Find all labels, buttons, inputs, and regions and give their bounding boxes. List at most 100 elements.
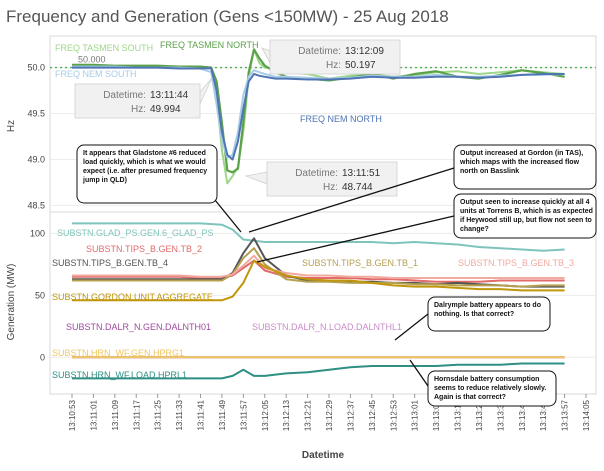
series-label-dalr-load: SUBSTN.DALR_N.LOAD.DALNTHL1 xyxy=(252,322,402,332)
series-line-freq-tas-north xyxy=(72,48,565,174)
x-axis-title: Datetime xyxy=(302,450,345,461)
series-label-gordon: SUBSTN.GORDON.UNIT.AGGREGATE xyxy=(52,292,213,302)
tooltip-hz-value: 50.197 xyxy=(345,60,376,71)
tooltip-hz-value: 48.744 xyxy=(342,182,373,193)
callout-leader-line xyxy=(394,313,429,341)
callout-box xyxy=(427,370,557,407)
callout-box xyxy=(427,296,551,332)
series-lines-layer xyxy=(72,48,565,380)
callout-leader-line xyxy=(409,359,429,387)
x-tick-label: 13:11:57 xyxy=(239,399,248,430)
tooltip-box xyxy=(74,83,201,119)
callout-box xyxy=(76,144,218,204)
chart-title: Frequency and Generation (Gens <150MW) -… xyxy=(6,7,449,26)
callout-text-line: jump in QLD) xyxy=(82,177,127,184)
x-tick-label: 13:12:05 xyxy=(261,399,270,431)
callout-text-line: expect (i.e. after presumed frequency xyxy=(83,168,207,175)
x-tick-label: 13:12:13 xyxy=(282,399,291,431)
series-label-dalr-gen: SUBSTN.DALR_N.GEN.DALNTH01 xyxy=(66,322,211,332)
x-tick-label: 13:11:01 xyxy=(89,399,98,430)
tooltip-hz-value: 49.994 xyxy=(150,104,181,115)
x-tick-label: 13:12:53 xyxy=(389,399,398,431)
callout-leader-line xyxy=(256,215,455,263)
tooltip-pointer xyxy=(261,47,271,64)
series-line-hrn-load xyxy=(72,362,565,380)
tooltip-pointer xyxy=(244,171,268,185)
callout-box xyxy=(453,193,597,239)
callout-text-line: Output increased at Gordon (in TAS), xyxy=(460,150,583,157)
series-label-freq-nem-south: FREQ NEM SOUTH xyxy=(55,69,137,79)
y-tick-label: 100 xyxy=(30,228,45,238)
generation-panel-frame xyxy=(49,211,597,395)
y-tick-label: 50 xyxy=(35,290,45,300)
series-line-tips-b3 xyxy=(72,254,565,279)
gen-y-axis-title: Generation (MW) xyxy=(6,264,17,341)
callout-3: Output seen to increase quickly at all 4… xyxy=(453,193,597,239)
x-tick-label: 13:10:53 xyxy=(68,399,77,431)
x-tick-label: 13:14:05 xyxy=(582,399,591,431)
x-tick-label: 13:13:57 xyxy=(561,399,570,431)
x-tick-label: 13:13:25 xyxy=(475,399,484,431)
series-label-freq-tas-north: FREQ TASMEN NORTH xyxy=(160,40,259,50)
x-tick-label: 13:12:45 xyxy=(368,399,377,431)
x-tick-label: 13:11:33 xyxy=(175,399,184,430)
tooltip-hz-label: Hz: xyxy=(131,104,146,115)
tooltip-box xyxy=(266,161,398,197)
series-label-hrn-gen: SUBSTN.HRN_WF.GEN.HPRG1 xyxy=(52,348,184,358)
series-line-tips-b1 xyxy=(72,247,565,288)
callout-5: Hornsdale battery consumption seems to re… xyxy=(427,370,557,407)
callout-text: Output increased at Gordon (in TAS), whic… xyxy=(459,150,583,175)
x-tick-label: 13:12:37 xyxy=(346,399,355,431)
callout-text-line: Again is that correct? xyxy=(434,394,506,401)
series-label-glad: SUBSTN.GLAD_PS.GEN.6_GLAD_PS xyxy=(57,228,214,238)
tooltip-hz-label: Hz: xyxy=(326,60,341,71)
callout-text-line: units at Torrens B, which is as expected xyxy=(460,208,593,215)
callout-text-line: Dalrymple battery appears to do xyxy=(434,302,541,309)
callout-leaders-layer xyxy=(214,167,455,387)
callout-text: Hornsdale battery consumption seems to re… xyxy=(434,376,546,401)
tooltip-hz-label: Hz: xyxy=(323,182,338,193)
series-line-freq-nem-north xyxy=(72,66,565,161)
x-tick-label: 13:13:33 xyxy=(496,399,505,431)
callout-text-line: nothing. Is that correct? xyxy=(434,311,514,318)
x-tick-label: 13:11:49 xyxy=(218,399,227,430)
callout-2: Output increased at Gordon (in TAS), whic… xyxy=(453,144,597,190)
callout-text-line: load quickly, which is what we would xyxy=(83,159,206,166)
series-label-freq-tas-south: FREQ TASMEN SOUTH xyxy=(55,43,153,53)
callout-text: Output seen to increase quickly at all 4… xyxy=(460,199,593,233)
series-label-tips-b4: SUBSTN.TIPS_B.GEN.TB_4 xyxy=(52,258,168,268)
x-tick-label: 13:13:01 xyxy=(411,399,420,431)
series-label-hrn-load: SUBSTN.HRN_WF.LOAD.HPRL1 xyxy=(52,370,187,380)
freq-y-axis-title: Hz xyxy=(6,120,17,132)
callouts-layer: It appears that Gladstone #6 reduced load… xyxy=(76,144,597,407)
tooltip-datetime-label: Datetime: xyxy=(103,90,146,101)
series-line-glad xyxy=(72,222,565,252)
tooltip-datetime-value: 13:11:51 xyxy=(342,168,381,179)
series-labels-layer: FREQ TASMEN SOUTH FREQ TASMEN NORTH FREQ N… xyxy=(52,40,574,380)
tooltip-datetime-label: Datetime: xyxy=(295,168,338,179)
callout-4: Dalrymple battery appears to do nothing. … xyxy=(427,296,551,332)
y-tick-label: 48.5 xyxy=(27,200,45,210)
tooltip-2: Datetime: 13:11:44 Hz: 49.994 xyxy=(74,77,213,119)
tooltip-datetime-value: 13:12:09 xyxy=(345,46,384,57)
tooltips-layer: Datetime: 13:12:09 Hz: 50.197 Datetime: 13:11… xyxy=(74,39,401,197)
callout-1: It appears that Gladstone #6 reduced load… xyxy=(76,144,218,204)
x-tick-label: 13:11:09 xyxy=(111,399,120,430)
series-label-tips-b1: SUBSTN.TIPS_B.GEN.TB_1 xyxy=(302,258,418,268)
tooltip-datetime-value: 13:11:44 xyxy=(150,90,189,101)
callout-text: Dalrymple battery appears to do nothing. … xyxy=(434,302,541,318)
callout-leader-line xyxy=(248,167,455,233)
callout-text-line: Output seen to increase quickly at all 4 xyxy=(460,199,590,206)
y-tick-label: 0 xyxy=(40,352,45,362)
x-tick-label: 13:11:25 xyxy=(154,399,163,430)
x-tick-label: 13:13:09 xyxy=(432,399,441,431)
axis-ticks-layer: 13:10:53 13:11:01 13:11:09 13:11:17 13:11:25… xyxy=(27,63,591,432)
tooltip-pointer xyxy=(199,77,213,105)
callout-text-line: which maps with the increased flow xyxy=(459,159,580,166)
x-tick-label: 13:13:41 xyxy=(518,399,527,431)
series-label-freq-nem-north: FREQ NEM NORTH xyxy=(300,114,382,124)
callout-text-line: north on Basslink xyxy=(460,168,519,175)
x-tick-label: 13:12:21 xyxy=(304,399,313,431)
